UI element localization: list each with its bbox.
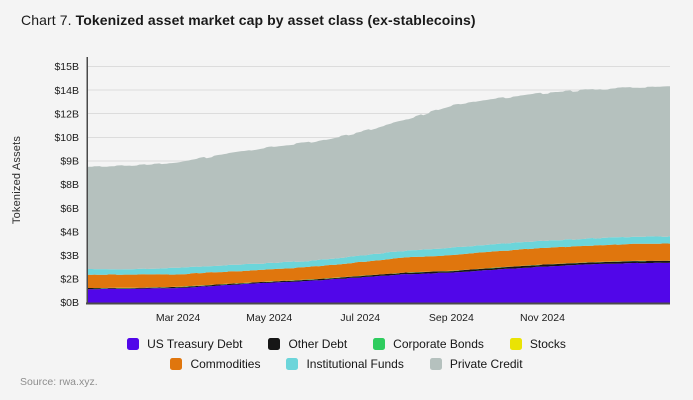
chart-title: Chart 7. Tokenized asset market cap by as… — [21, 12, 476, 28]
svg-text:Mar 2024: Mar 2024 — [156, 312, 201, 324]
legend-item-label: US Treasury Debt — [147, 337, 243, 351]
legend-item-institutional-funds: Institutional Funds — [286, 357, 404, 371]
source-attribution: Source: rwa.xyz. — [20, 376, 98, 388]
svg-text:$8B: $8B — [60, 179, 79, 191]
legend-swatch — [127, 338, 140, 350]
svg-text:$10B: $10B — [54, 132, 79, 144]
svg-text:$4B: $4B — [60, 226, 79, 238]
legend-row-2: Commodities Institutional Funds Private Cr… — [170, 357, 523, 371]
svg-text:$9B: $9B — [60, 156, 79, 168]
svg-text:May 2024: May 2024 — [246, 312, 292, 324]
page-title: Tokenized asset market cap by asset clas… — [75, 12, 476, 28]
chart-number-label: Chart 7. — [21, 12, 72, 28]
legend-swatch — [429, 358, 442, 370]
legend-item-label: Institutional Funds — [306, 357, 404, 371]
legend-swatch — [170, 358, 183, 370]
svg-text:$3B: $3B — [60, 250, 79, 262]
area-institutional-funds — [87, 236, 670, 275]
svg-text:$14B: $14B — [54, 85, 79, 97]
legend-row-1: US Treasury Debt Other Debt Corporate Bond… — [127, 337, 566, 351]
x-tick-labels: Mar 2024 May 2024 Jul 2024 Sep 2024 Nov 2024 — [156, 312, 565, 324]
svg-text:Jul 2024: Jul 2024 — [340, 312, 380, 324]
area-commodities — [87, 243, 670, 288]
legend-item-corporate-bonds: Corporate Bonds — [373, 337, 484, 351]
svg-text:$6B: $6B — [60, 203, 79, 215]
legend-item-label: Commodities — [190, 357, 261, 371]
svg-text:Sep 2024: Sep 2024 — [429, 312, 474, 324]
legend-swatch — [373, 338, 386, 350]
area-us-treasury-debt — [87, 262, 670, 303]
legend-swatch — [509, 338, 522, 350]
chart-legend: US Treasury Debt Other Debt Corporate Bond… — [0, 337, 693, 371]
legend-item-us-treasury-debt: US Treasury Debt — [127, 337, 242, 351]
svg-text:$0B: $0B — [60, 297, 79, 309]
legend-item-label: Stocks — [529, 337, 566, 351]
area-other-debt — [87, 260, 670, 290]
y-tick-labels: $0B $2B $3B $4B $6B $8B $9B $10B $12B $14B $15B — [54, 61, 79, 309]
svg-text:Nov 2024: Nov 2024 — [520, 312, 565, 324]
legend-item-stocks: Stocks — [509, 337, 566, 351]
legend-swatch — [268, 338, 281, 350]
legend-item-other-debt: Other Debt — [268, 337, 347, 351]
legend-item-label: Corporate Bonds — [393, 337, 484, 351]
svg-text:$2B: $2B — [60, 274, 79, 286]
legend-item-label: Private Credit — [449, 357, 523, 371]
area-series — [87, 86, 670, 303]
legend-item-private-credit: Private Credit — [429, 357, 523, 371]
legend-item-label: Other Debt — [288, 337, 348, 351]
legend-swatch — [286, 358, 299, 370]
svg-text:$15B: $15B — [54, 61, 79, 73]
area-private-credit — [87, 86, 670, 270]
legend-item-commodities: Commodities — [170, 357, 260, 371]
svg-text:$12B: $12B — [54, 108, 79, 120]
